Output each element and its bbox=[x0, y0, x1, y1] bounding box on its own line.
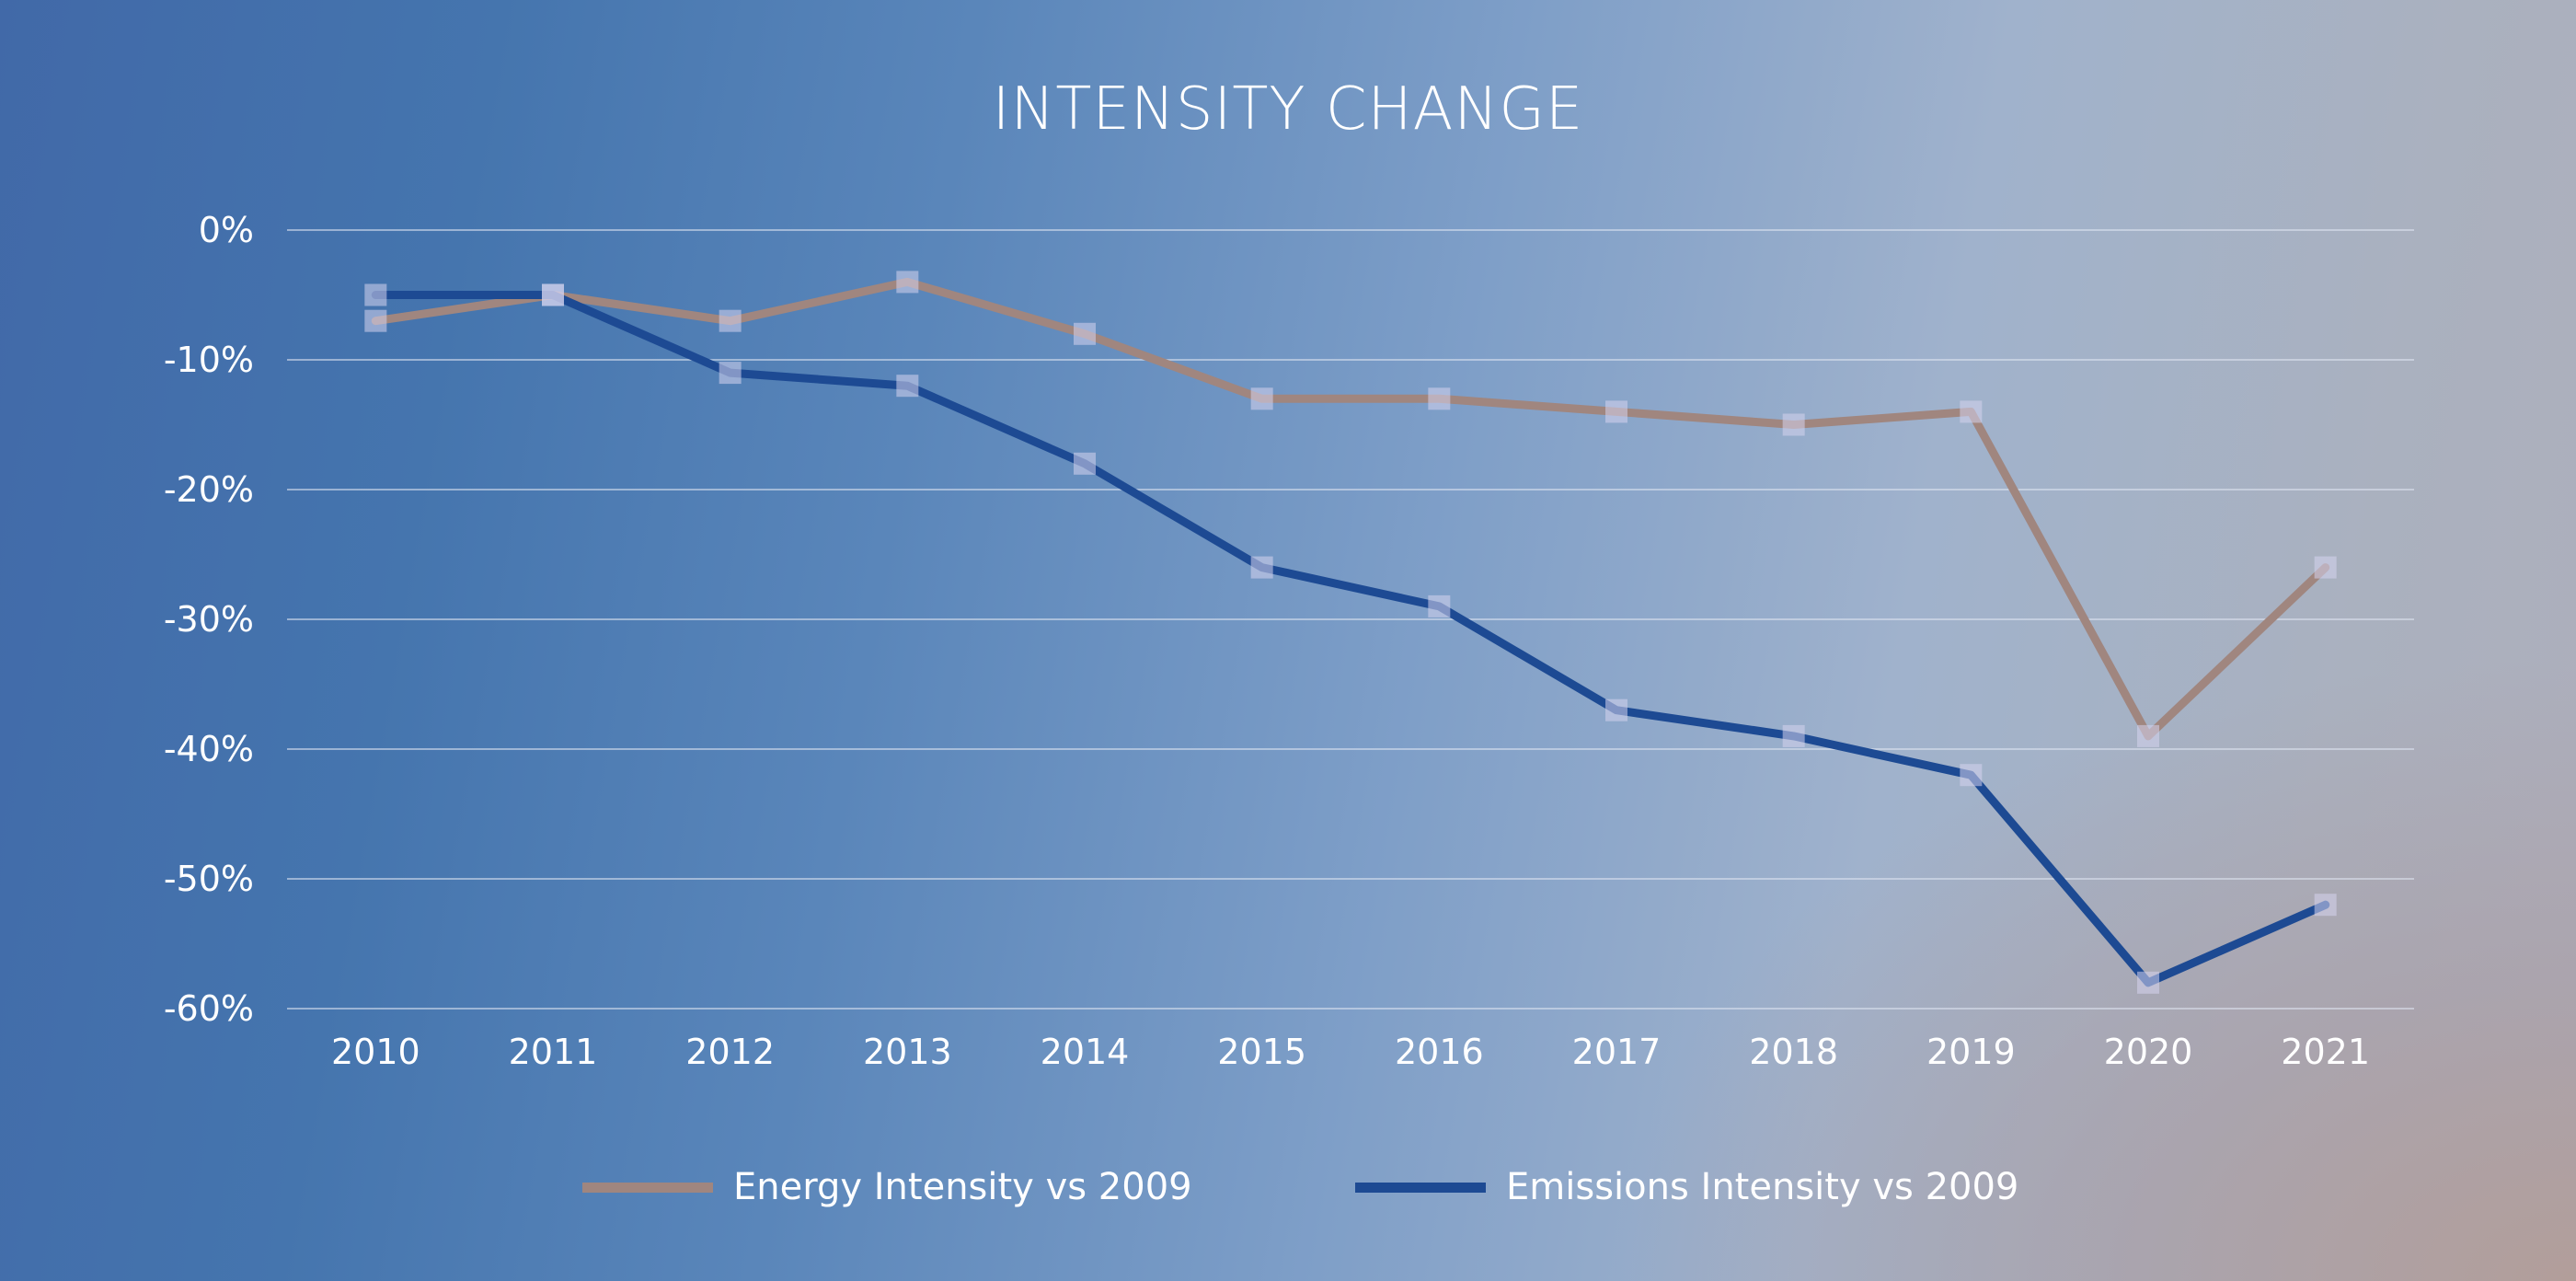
data-point-emissions bbox=[1428, 594, 1451, 617]
series-lines bbox=[371, 277, 2330, 987]
legend-item-emissions[interactable]: Emissions Intensity vs 2009 bbox=[1355, 1158, 2018, 1217]
x-axis-ticks: 2010 2011 2012 2013 2014 2015 2016 2017 2018 2019… bbox=[331, 1032, 2370, 1072]
series-line-energy bbox=[371, 277, 2330, 741]
data-point-energy bbox=[1960, 400, 1983, 423]
x-tick-label: 2014 bbox=[1041, 1032, 1130, 1072]
legend-label-energy: Energy Intensity vs 2009 bbox=[733, 1166, 1192, 1208]
y-axis-ticks: 0% -10% -20% -30% -40% -50% -60% bbox=[164, 210, 254, 1029]
x-tick-label: 2021 bbox=[2281, 1032, 2370, 1072]
data-point-energy bbox=[1605, 400, 1627, 423]
data-point-emissions bbox=[542, 283, 564, 306]
gridlines bbox=[287, 229, 2414, 1010]
y-tick-label: -10% bbox=[164, 340, 254, 380]
x-tick-label: 2018 bbox=[1749, 1032, 1838, 1072]
data-point-energy bbox=[1250, 387, 1273, 410]
x-tick-label: 2016 bbox=[1395, 1032, 1484, 1072]
data-point-emissions bbox=[1605, 698, 1627, 721]
y-tick-label: -60% bbox=[164, 988, 254, 1029]
data-point-emissions bbox=[364, 283, 387, 306]
y-tick-label: -50% bbox=[164, 859, 254, 899]
data-point-emissions bbox=[2137, 971, 2159, 994]
y-tick-label: -30% bbox=[164, 599, 254, 640]
data-point-energy bbox=[1074, 322, 1096, 345]
series-line-emissions bbox=[371, 291, 2330, 987]
x-tick-label: 2013 bbox=[863, 1032, 952, 1072]
data-point-emissions bbox=[719, 362, 742, 385]
x-tick-label: 2019 bbox=[1926, 1032, 2016, 1072]
legend-swatch-emissions bbox=[1355, 1182, 1486, 1193]
data-point-energy bbox=[1782, 413, 1805, 436]
data-point-energy bbox=[896, 271, 919, 294]
x-tick-label: 2020 bbox=[2104, 1032, 2193, 1072]
data-point-energy bbox=[719, 309, 742, 332]
legend-label-emissions: Emissions Intensity vs 2009 bbox=[1506, 1166, 2019, 1208]
x-tick-label: 2015 bbox=[1217, 1032, 1306, 1072]
chart-title: INTENSITY CHANGE bbox=[992, 75, 1584, 144]
x-tick-label: 2010 bbox=[331, 1032, 420, 1072]
legend-swatch-energy bbox=[582, 1182, 713, 1193]
y-tick-label: 0% bbox=[199, 210, 254, 250]
y-tick-label: -40% bbox=[164, 729, 254, 769]
legend: Energy Intensity vs 2009 Emissions Inten… bbox=[0, 1158, 2576, 1217]
data-point-emissions bbox=[1250, 556, 1273, 579]
series-markers bbox=[364, 271, 2337, 994]
data-point-emissions bbox=[2314, 894, 2337, 917]
data-point-emissions bbox=[896, 375, 919, 398]
x-tick-label: 2017 bbox=[1572, 1032, 1662, 1072]
data-point-energy bbox=[1428, 387, 1451, 410]
x-tick-label: 2011 bbox=[509, 1032, 598, 1072]
x-tick-label: 2012 bbox=[685, 1032, 775, 1072]
data-point-energy bbox=[364, 309, 387, 332]
data-point-emissions bbox=[1074, 452, 1096, 475]
y-tick-label: -20% bbox=[164, 469, 254, 510]
data-point-energy bbox=[2137, 724, 2159, 747]
data-point-emissions bbox=[1960, 764, 1983, 787]
data-point-energy bbox=[2314, 556, 2337, 579]
data-point-emissions bbox=[1782, 724, 1805, 747]
legend-item-energy[interactable]: Energy Intensity vs 2009 bbox=[582, 1158, 1192, 1217]
